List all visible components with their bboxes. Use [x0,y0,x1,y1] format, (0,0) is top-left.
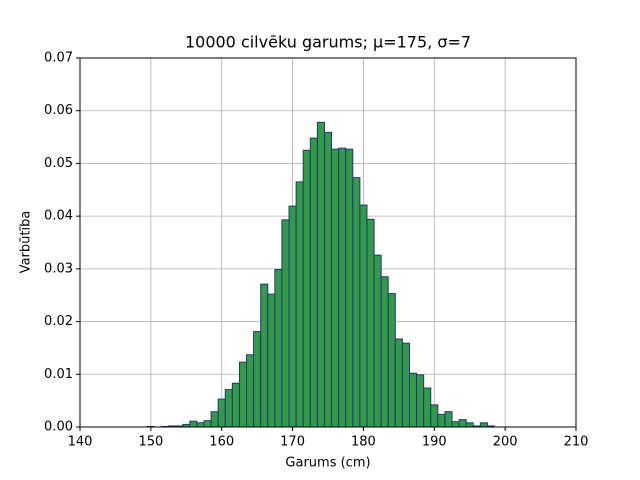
bar [366,218,375,428]
bar [295,181,304,428]
bar [196,422,205,428]
bar [394,338,403,428]
y-tick-label: 0.01 [44,367,73,382]
bar [458,419,467,428]
bar [309,137,318,428]
plot-frame [79,57,577,428]
x-axis-label: Garums (cm) [285,456,370,471]
bar [210,411,219,428]
bar [281,219,290,428]
bar [231,382,240,428]
y-tick-label: 0.02 [44,314,73,329]
bar [189,420,198,428]
y-tick-label: 0.04 [44,209,73,224]
bar [401,342,410,428]
chart-title: 10000 cilvēku garums; μ=175, σ=7 [185,33,471,52]
bar [444,411,453,428]
y-tick-label: 0.00 [44,420,73,435]
bar [203,420,212,428]
y-tick-label: 0.07 [44,51,73,66]
bar [253,331,262,428]
bar [451,421,460,428]
x-tick-label: 160 [209,435,234,450]
bar [338,147,347,428]
bar [260,283,269,428]
bar [224,389,233,428]
bar [331,148,340,428]
bar [359,204,368,428]
bar [387,293,396,428]
y-tick-label: 0.05 [44,156,73,171]
bar [430,404,439,428]
bar [380,276,389,428]
bar [423,387,432,428]
x-tick-label: 210 [564,435,589,450]
bar [288,205,297,428]
bar [267,293,276,428]
bar [323,131,333,428]
bar [465,422,474,428]
x-tick-label: 140 [68,435,93,450]
x-tick-label: 180 [351,435,376,450]
bar [352,177,361,428]
x-tick-label: 200 [493,435,518,450]
bar [345,148,354,428]
bar [302,149,311,428]
x-tick-label: 170 [280,435,305,450]
bar [238,361,248,428]
bar [416,374,425,428]
bar [437,413,446,428]
y-tick-label: 0.06 [44,103,73,118]
x-tick-label: 150 [138,435,163,450]
bar [479,422,488,428]
x-tick-label: 190 [422,435,447,450]
bar [217,398,226,428]
y-axis-label: Varbūtība [19,211,34,274]
bar [274,268,283,428]
y-tick-label: 0.03 [44,261,73,276]
bar [373,254,382,428]
bar [316,121,325,428]
bar [408,372,418,428]
bar [246,354,255,428]
